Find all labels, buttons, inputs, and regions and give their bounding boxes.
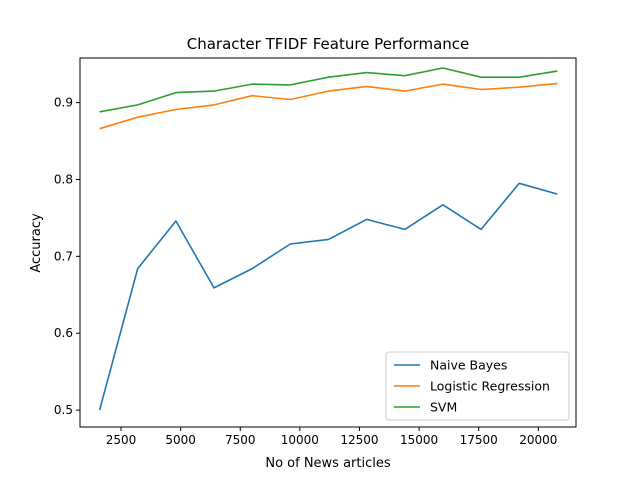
x-tick-label: 7500 bbox=[225, 433, 256, 447]
x-tick-label: 20000 bbox=[519, 433, 557, 447]
x-tick-label: 10000 bbox=[281, 433, 319, 447]
axes-frame bbox=[79, 57, 577, 428]
x-axis-label: No of News articles bbox=[265, 456, 391, 471]
x-axis: 2500 5000 7500 10000 12500 15000 17500 20000 bbox=[106, 427, 557, 447]
y-tick-label: 0.5 bbox=[54, 403, 73, 417]
legend-label: Naive Bayes bbox=[430, 358, 507, 373]
x-tick-label: 15000 bbox=[400, 433, 438, 447]
legend-box bbox=[385, 351, 570, 421]
legend-label: Logistic Regression bbox=[430, 379, 550, 394]
series-line-svm bbox=[99, 67, 558, 113]
x-tick-label: 12500 bbox=[340, 433, 378, 447]
y-tick-label: 0.6 bbox=[54, 326, 73, 340]
y-axis-label: Accuracy bbox=[29, 213, 44, 273]
y-tick-label: 0.9 bbox=[54, 96, 73, 110]
series-line-logistic-regression bbox=[99, 82, 558, 130]
plot-area bbox=[98, 67, 558, 411]
legend: Naive Bayes Logistic Regression SVM bbox=[385, 351, 570, 421]
x-tick-label: 2500 bbox=[106, 433, 137, 447]
x-tick-label: 5000 bbox=[165, 433, 196, 447]
y-tick-label: 0.7 bbox=[54, 249, 73, 263]
x-tick-label: 17500 bbox=[460, 433, 498, 447]
series-line-naive-bayes bbox=[98, 182, 558, 411]
chart-title: Character TFIDF Feature Performance bbox=[187, 35, 470, 53]
y-tick-label: 0.8 bbox=[54, 172, 73, 186]
y-axis: 0.5 0.6 0.7 0.8 0.9 bbox=[54, 96, 80, 417]
legend-label: SVM bbox=[430, 400, 457, 415]
